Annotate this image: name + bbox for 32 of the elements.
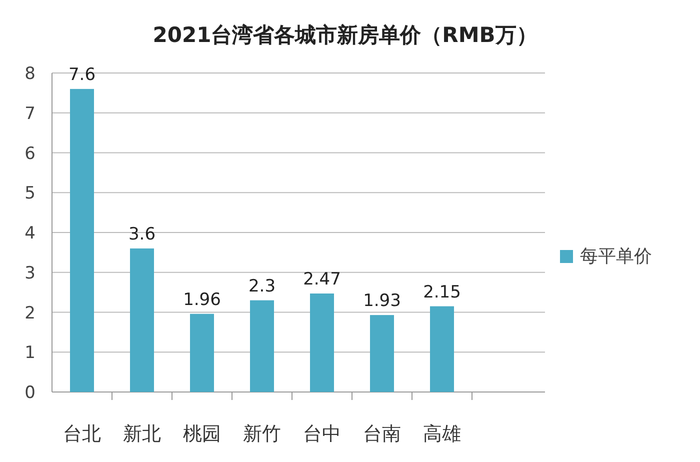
data-label: 2.47 <box>303 270 341 290</box>
y-tick-label: 2 <box>24 303 36 324</box>
legend-label: 每平单价 <box>580 246 652 267</box>
data-label: 2.15 <box>423 282 461 302</box>
bar <box>310 294 334 392</box>
data-label: 1.93 <box>363 291 401 312</box>
y-tick-label: 4 <box>24 224 36 244</box>
bar <box>250 300 274 392</box>
data-label: 2.3 <box>248 276 276 296</box>
bar <box>70 88 94 392</box>
y-tick-label: 7 <box>24 104 36 124</box>
y-tick-label: 0 <box>24 383 36 403</box>
x-tick-label: 台中 <box>303 423 341 445</box>
data-label: 1.96 <box>183 290 221 310</box>
bar <box>370 315 394 392</box>
x-tick-label: 新竹 <box>243 423 281 445</box>
y-tick-label: 5 <box>24 184 36 204</box>
x-tick-label: 桃园 <box>183 423 221 445</box>
y-tick-label: 3 <box>24 263 36 284</box>
bar <box>190 314 214 392</box>
bar <box>430 306 454 392</box>
data-label: 3.6 <box>128 224 156 244</box>
x-tick-label: 新北 <box>123 423 161 445</box>
y-tick-label: 6 <box>24 144 36 164</box>
data-label: 7.6 <box>68 64 96 85</box>
y-tick-label: 1 <box>24 343 36 364</box>
x-tick-label: 台北 <box>63 423 101 445</box>
y-tick-label: 8 <box>24 64 36 84</box>
x-tick-label: 高雄 <box>423 423 461 445</box>
bar <box>130 248 154 392</box>
chart-title: 2021台湾省各城市新房单价（RMB万） <box>152 23 538 47</box>
x-tick-label: 台南 <box>363 423 401 445</box>
